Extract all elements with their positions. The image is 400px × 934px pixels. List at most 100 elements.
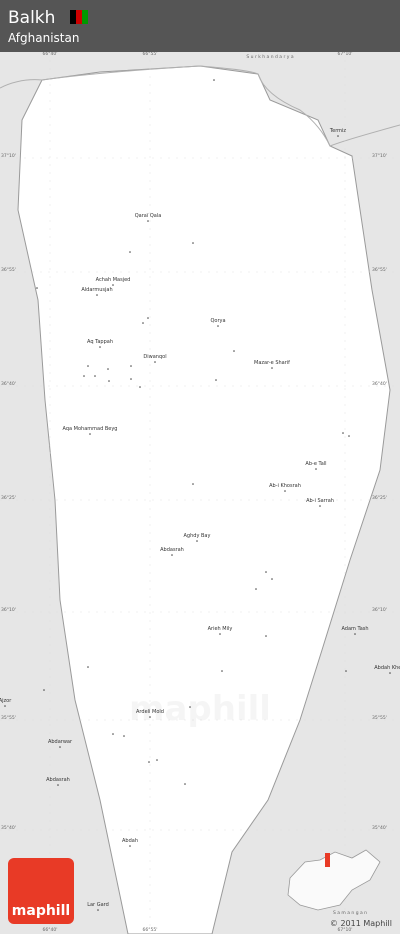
place-dot xyxy=(348,435,350,437)
place-dot xyxy=(171,554,173,556)
place-dot xyxy=(192,483,194,485)
place-label: Qorya xyxy=(210,318,225,324)
region-title: Balkh xyxy=(8,8,55,28)
place-dot xyxy=(219,633,221,635)
place-dot xyxy=(337,135,339,137)
place-dot xyxy=(265,571,267,573)
place-dot xyxy=(149,716,151,718)
place-dot xyxy=(129,251,131,253)
place-dot xyxy=(83,375,85,377)
place-label: Aq Tappah xyxy=(87,339,113,345)
place-dot xyxy=(112,284,114,286)
longitude-label: 67°10' xyxy=(338,927,353,933)
country-name: Afghanistan xyxy=(8,31,79,45)
place-dot xyxy=(4,705,6,707)
inset-map xyxy=(287,849,381,911)
place-label: Abdasrah xyxy=(160,547,184,553)
place-dot xyxy=(196,540,198,542)
latitude-label: 36°10' xyxy=(372,607,387,613)
place-dot xyxy=(123,735,125,737)
place-label: Termiz xyxy=(329,128,347,134)
place-dot xyxy=(255,588,257,590)
place-dot xyxy=(87,365,89,367)
place-dot xyxy=(130,378,132,380)
longitude-label: 66°40' xyxy=(43,927,58,933)
latitude-label: 36°55' xyxy=(1,267,16,273)
place-dot xyxy=(36,287,38,289)
settlements xyxy=(4,79,391,911)
place-label: Arieh Mily xyxy=(208,626,233,632)
place-dot xyxy=(184,783,186,785)
latitude-label: 36°25' xyxy=(372,495,387,501)
place-label: Mazar-e Sharif xyxy=(254,360,290,366)
place-dot xyxy=(271,367,273,369)
water-label: S u r k h a n d a r y a xyxy=(246,54,293,60)
place-label: Ajzor xyxy=(0,698,12,704)
place-dot xyxy=(99,346,101,348)
longitude-label: 66°55' xyxy=(143,51,158,57)
place-label: Ab-i Sarrah xyxy=(306,498,334,504)
region xyxy=(17,65,391,934)
place-dot xyxy=(215,379,217,381)
header-bar xyxy=(0,0,400,52)
watermark: maphill xyxy=(129,689,271,729)
place-label: Abdah Kheyl xyxy=(374,665,400,671)
latitude-label: 35°55' xyxy=(372,715,387,721)
latitude-label: 36°40' xyxy=(372,381,387,387)
place-dot xyxy=(156,759,158,761)
place-dot xyxy=(319,505,321,507)
latitude-label: 37°10' xyxy=(1,153,16,159)
logo-text[interactable]: maphill xyxy=(12,903,70,919)
place-label: Ab-e Tall xyxy=(305,461,326,467)
place-dot xyxy=(213,79,215,81)
place-label: Ab-i Khosrah xyxy=(269,483,301,489)
place-label: Aqa Mohammad Beyg xyxy=(63,426,118,432)
latitude-label: 36°25' xyxy=(1,495,16,501)
place-dot xyxy=(130,365,132,367)
place-label: Abdasrah xyxy=(46,777,70,783)
place-dot xyxy=(271,578,273,580)
labels: S u r k h a n d a r y a S a m a n g a n Te… xyxy=(0,54,400,916)
place-dot xyxy=(147,317,149,319)
place-dot xyxy=(107,368,109,370)
place-dot xyxy=(345,670,347,672)
place-label: Qaraï Qala xyxy=(135,213,162,219)
water-label: S a m a n g a n xyxy=(333,910,367,916)
place-dot xyxy=(315,468,317,470)
place-label: Aldarmusjah xyxy=(81,287,112,293)
copyright: © 2011 Maphill xyxy=(330,919,392,928)
place-label: Achah Masjed xyxy=(96,277,131,283)
place-dot xyxy=(148,761,150,763)
place-label: Adam Tash xyxy=(341,626,368,632)
longitude-label: 67°10' xyxy=(338,51,353,57)
logo-box[interactable] xyxy=(8,858,74,924)
place-dot xyxy=(265,635,267,637)
place-label: Diwanqol xyxy=(143,354,166,360)
place-dot xyxy=(94,375,96,377)
place-dot xyxy=(59,746,61,748)
place-dot xyxy=(96,294,98,296)
place-dot xyxy=(221,670,223,672)
place-label: Ardeli Mold xyxy=(136,709,164,715)
river xyxy=(0,65,400,147)
latitude-label: 36°40' xyxy=(1,381,16,387)
place-label: Aghdy Bay xyxy=(184,533,211,539)
place-dot xyxy=(147,220,149,222)
flag xyxy=(70,10,88,24)
place-dot xyxy=(57,784,59,786)
inset-highlight xyxy=(325,853,330,867)
latitude-label: 35°40' xyxy=(1,825,16,831)
place-dot xyxy=(89,433,91,435)
place-dot xyxy=(129,845,131,847)
place-dot xyxy=(217,325,219,327)
place-label: Abdarwar xyxy=(48,739,73,745)
place-dot xyxy=(139,386,141,388)
place-dot xyxy=(108,380,110,382)
place-dot xyxy=(142,322,144,324)
place-label: Abdah xyxy=(122,838,138,844)
place-dot xyxy=(389,672,391,674)
latitude-label: 37°10' xyxy=(372,153,387,159)
place-dot xyxy=(87,666,89,668)
place-dot xyxy=(342,432,344,434)
